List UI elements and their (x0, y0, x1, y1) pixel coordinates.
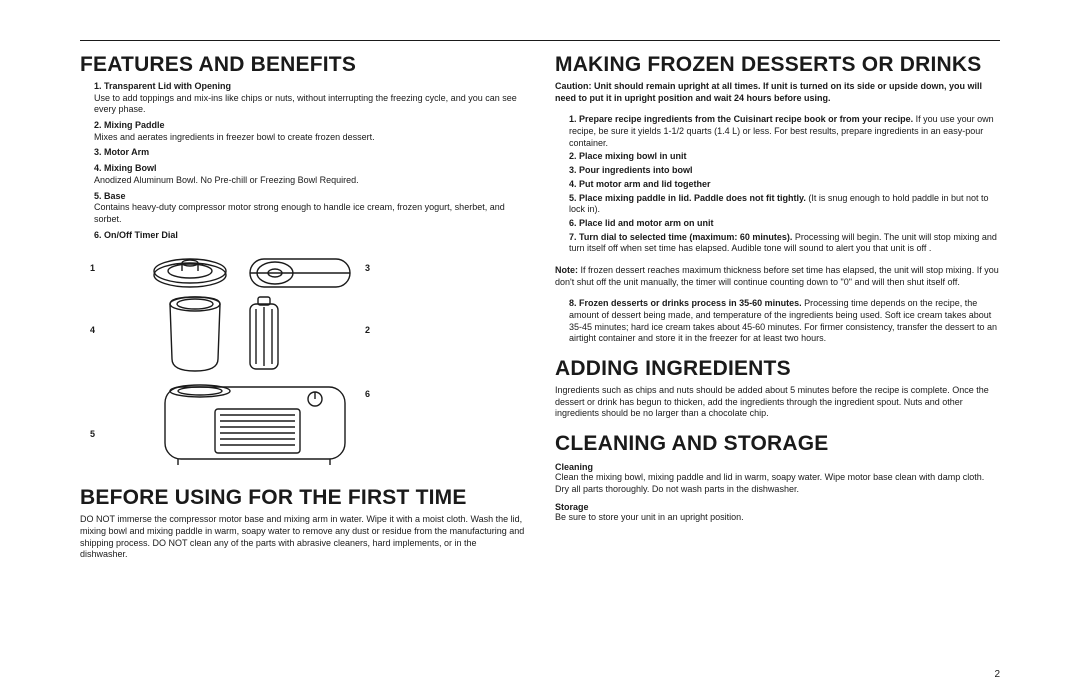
feature-item: 4. Mixing BowlAnodized Aluminum Bowl. No… (94, 163, 525, 186)
feature-item: 6. On/Off Timer Dial (94, 230, 525, 242)
cleaning-heading: CLEANING AND STORAGE (555, 432, 1000, 456)
making-steps-a: 1. Prepare recipe ingredients from the C… (555, 114, 1000, 255)
two-column-layout: FEATURES AND BENEFITS 1. Transparent Lid… (80, 53, 1000, 561)
features-list: 1. Transparent Lid with OpeningUse to ad… (80, 81, 525, 241)
feature-item: 1. Transparent Lid with OpeningUse to ad… (94, 81, 525, 116)
top-rule (80, 40, 1000, 41)
feature-item: 5. BaseContains heavy-duty compressor mo… (94, 191, 525, 226)
step-item: 3. Pour ingredients into bowl (569, 165, 1000, 177)
cleaning-label: Cleaning (555, 462, 1000, 472)
right-column: MAKING FROZEN DESSERTS OR DRINKS Caution… (555, 53, 1000, 561)
step-item: 5. Place mixing paddle in lid. Paddle do… (569, 193, 1000, 216)
step-item: 8. Frozen desserts or drinks process in … (569, 298, 1000, 345)
step-item: 7. Turn dial to selected time (maximum: … (569, 232, 1000, 255)
caution-text: Caution: Unit should remain upright at a… (555, 81, 1000, 104)
step-item: 6. Place lid and motor arm on unit (569, 218, 1000, 230)
making-steps-b: 8. Frozen desserts or drinks process in … (555, 298, 1000, 345)
step-item: 4. Put motor arm and lid together (569, 179, 1000, 191)
note-body: If frozen dessert reaches maximum thickn… (555, 265, 999, 287)
features-heading: FEATURES AND BENEFITS (80, 53, 525, 77)
before-text: DO NOT immerse the compressor motor base… (80, 514, 525, 561)
product-diagram: 1 3 4 2 6 5 (80, 249, 525, 474)
diagram-label-4: 4 (90, 325, 95, 335)
storage-text: Be sure to store your unit in an upright… (555, 512, 1000, 524)
diagram-label-3: 3 (365, 263, 370, 273)
left-column: FEATURES AND BENEFITS 1. Transparent Lid… (80, 53, 525, 561)
diagram-label-1: 1 (90, 263, 95, 273)
storage-label: Storage (555, 502, 1000, 512)
adding-text: Ingredients such as chips and nuts shoul… (555, 385, 1000, 420)
diagram-svg (130, 249, 390, 474)
diagram-label-6: 6 (365, 389, 370, 399)
making-heading: MAKING FROZEN DESSERTS OR DRINKS (555, 53, 1000, 77)
adding-heading: ADDING INGREDIENTS (555, 357, 1000, 381)
cleaning-text: Clean the mixing bowl, mixing paddle and… (555, 472, 1000, 495)
step-item: 1. Prepare recipe ingredients from the C… (569, 114, 1000, 149)
page-number: 2 (994, 669, 1000, 680)
feature-item: 2. Mixing PaddleMixes and aerates ingred… (94, 120, 525, 143)
step-item: 2. Place mixing bowl in unit (569, 151, 1000, 163)
diagram-label-2: 2 (365, 325, 370, 335)
diagram-label-5: 5 (90, 429, 95, 439)
feature-item: 3. Motor Arm (94, 147, 525, 159)
note-text: Note: If frozen dessert reaches maximum … (555, 265, 1000, 288)
before-heading: BEFORE USING FOR THE FIRST TIME (80, 486, 525, 510)
